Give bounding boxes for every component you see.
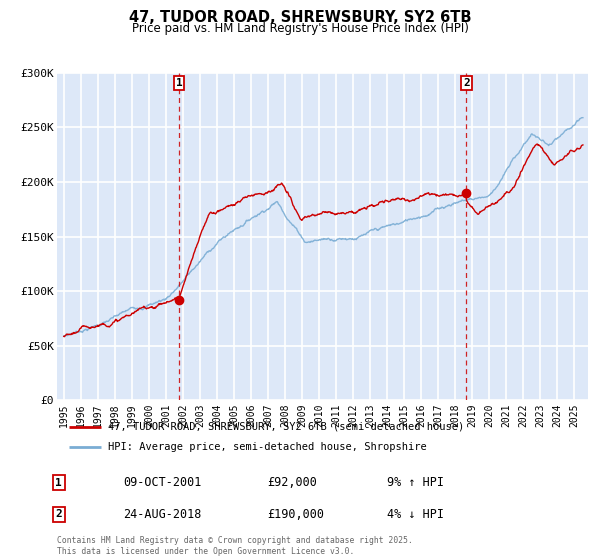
Text: £190,000: £190,000 <box>267 507 324 521</box>
Text: £92,000: £92,000 <box>267 476 317 489</box>
Text: 1: 1 <box>55 478 62 488</box>
Text: 2: 2 <box>55 509 62 519</box>
Text: 1: 1 <box>176 78 182 88</box>
Text: Contains HM Land Registry data © Crown copyright and database right 2025.
This d: Contains HM Land Registry data © Crown c… <box>57 536 413 556</box>
Text: 2: 2 <box>463 78 470 88</box>
Text: 9% ↑ HPI: 9% ↑ HPI <box>387 476 444 489</box>
Text: 09-OCT-2001: 09-OCT-2001 <box>123 476 202 489</box>
Text: HPI: Average price, semi-detached house, Shropshire: HPI: Average price, semi-detached house,… <box>108 442 427 452</box>
Text: 47, TUDOR ROAD, SHREWSBURY, SY2 6TB: 47, TUDOR ROAD, SHREWSBURY, SY2 6TB <box>129 10 471 25</box>
Text: 4% ↓ HPI: 4% ↓ HPI <box>387 507 444 521</box>
Text: Price paid vs. HM Land Registry's House Price Index (HPI): Price paid vs. HM Land Registry's House … <box>131 22 469 35</box>
Text: 47, TUDOR ROAD, SHREWSBURY, SY2 6TB (semi-detached house): 47, TUDOR ROAD, SHREWSBURY, SY2 6TB (sem… <box>108 422 464 432</box>
Text: 24-AUG-2018: 24-AUG-2018 <box>123 507 202 521</box>
